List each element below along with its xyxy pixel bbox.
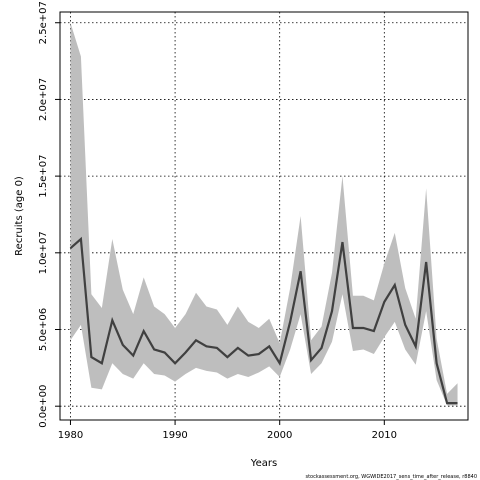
x-axis-title: Years bbox=[250, 458, 277, 469]
x-tick-label: 2010 bbox=[372, 430, 397, 441]
x-tick-label: 1980 bbox=[58, 430, 83, 441]
y-tick-label: 2.0e+07 bbox=[38, 78, 49, 121]
confidence-band bbox=[70, 22, 458, 406]
y-tick-label: 2.5e+07 bbox=[38, 1, 49, 44]
y-tick-label: 1.0e+07 bbox=[38, 231, 49, 274]
y-axis: 0.0e+00 5.0e+06 1.0e+07 1.5e+07 2.0e+07 2.5e+… bbox=[38, 1, 60, 428]
y-tick-label: 1.5e+07 bbox=[38, 155, 49, 198]
y-tick-label: 5.0e+06 bbox=[38, 308, 49, 351]
footnote: stockassessment.org, WGWIDE2017_sens_tim… bbox=[305, 474, 477, 480]
x-tick-label: 2000 bbox=[267, 430, 292, 441]
plot-frame bbox=[59, 11, 469, 421]
x-axis: 1980 1990 2000 2010 bbox=[58, 420, 397, 441]
x-tick-label: 1990 bbox=[162, 430, 187, 441]
recruitment-line bbox=[69, 236, 458, 405]
y-tick-label: 0.0e+00 bbox=[38, 385, 49, 428]
y-axis-title: Recruits (age 0) bbox=[14, 176, 25, 256]
